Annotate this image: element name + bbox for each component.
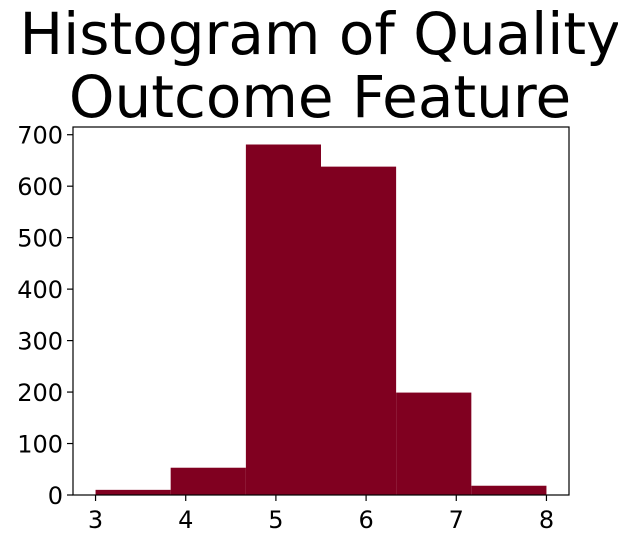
y-tick-label: 300 bbox=[17, 328, 63, 356]
x-tick-label: 7 bbox=[449, 506, 464, 534]
histogram-bar-2 bbox=[170, 467, 246, 495]
histogram-bars bbox=[95, 144, 547, 495]
histogram-bar-1 bbox=[95, 489, 171, 495]
histogram-bar-5 bbox=[396, 392, 472, 495]
x-axis-ticks: 3 4 5 6 7 8 bbox=[88, 495, 554, 534]
y-tick-label: 500 bbox=[17, 225, 63, 253]
y-tick-label: 400 bbox=[17, 276, 63, 304]
x-tick-label: 5 bbox=[268, 506, 283, 534]
y-tick-label: 0 bbox=[48, 482, 63, 510]
y-tick-label: 200 bbox=[17, 379, 63, 407]
x-tick-label: 6 bbox=[358, 506, 373, 534]
histogram-bar-6 bbox=[471, 485, 547, 495]
x-tick-label: 4 bbox=[178, 506, 193, 534]
y-tick-label: 700 bbox=[17, 122, 63, 150]
histogram-bar-3 bbox=[245, 144, 321, 495]
y-tick-label: 100 bbox=[17, 431, 63, 459]
histogram-bar-4 bbox=[321, 166, 397, 495]
chart-title-line-2: Outcome Feature bbox=[69, 63, 571, 131]
x-tick-label: 3 bbox=[88, 506, 103, 534]
y-axis-ticks: 0 100 200 300 400 500 600 700 bbox=[17, 122, 73, 510]
chart-title-line-1: Histogram of Quality bbox=[20, 0, 618, 68]
x-tick-label: 8 bbox=[539, 506, 554, 534]
y-tick-label: 600 bbox=[17, 173, 63, 201]
plot-area-frame bbox=[72, 126, 570, 496]
